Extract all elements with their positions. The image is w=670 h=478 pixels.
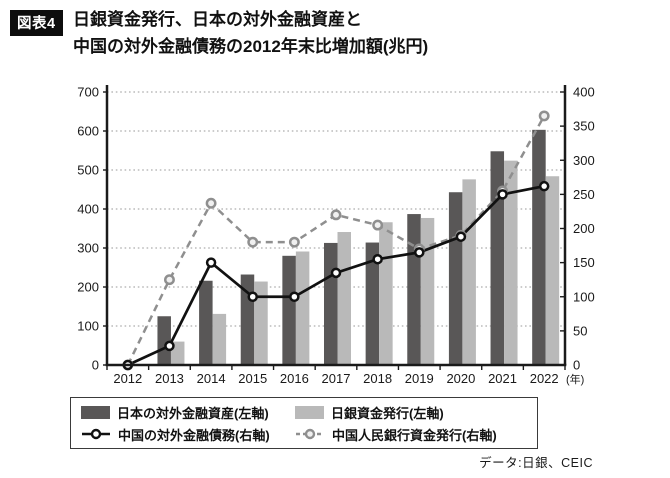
chart-plot: 0 100 200 300 400 500 600 700 0 50 100 150 200 250 300…	[77, 85, 595, 387]
marker-black-2013	[164, 340, 175, 352]
x-axis-year-label: 2022	[530, 371, 559, 386]
bar-light-2021	[504, 160, 518, 365]
x-axis-year-label: 2020	[446, 371, 475, 386]
figure-number-badge: 図表4	[10, 10, 63, 36]
right-axis-tick-label: 300	[573, 153, 595, 168]
right-axis-tick-label: 400	[573, 85, 595, 100]
x-axis-year-label: 2018	[363, 371, 392, 386]
marker-black-2022	[538, 180, 550, 192]
marker-black-2021	[497, 189, 508, 200]
bar-light-2014	[212, 313, 227, 365]
marker-black-2020	[455, 231, 467, 242]
right-axis-tick-label: 50	[573, 323, 587, 338]
right-axis-tick-label: 350	[573, 119, 595, 134]
legend-item-pboc-money-issuance: 中国人民銀行資金発行(右軸)	[295, 425, 531, 444]
marker-black-2019	[414, 247, 425, 258]
x-axis-year-label: 2019	[405, 371, 434, 386]
right-axis-tick-label: 150	[573, 255, 595, 270]
bar-dark-2013	[157, 316, 171, 365]
marker-black-2015	[247, 291, 258, 302]
bar-light-2015	[254, 281, 268, 365]
x-axis-year-label: 2017	[322, 371, 351, 386]
right-axis-tick-label: 0	[573, 358, 580, 373]
bar-light-2017	[337, 232, 351, 365]
data-source-note: データ:日銀、CEIC	[479, 456, 593, 470]
marker-gray-2014	[205, 197, 217, 209]
legend-label: 日本の対外金融資産(左軸)	[117, 405, 269, 421]
marker-gray-2016	[288, 236, 300, 248]
bar-dark-2022	[532, 129, 546, 365]
chart-title: 日銀資金発行、日本の対外金融資産と 中国の対外金融債務の2012年末比増加額(兆…	[73, 6, 428, 60]
bar-dark-2017	[324, 242, 338, 365]
x-axis-year-label: 2016	[280, 371, 309, 386]
x-axis-unit-label: (年)	[566, 372, 584, 386]
bar-light-2019	[420, 217, 435, 365]
left-axis-tick-label: 400	[77, 202, 99, 217]
marker-black-2018	[372, 253, 383, 265]
legend-item-japan-foreign-assets: 日本の対外金融資産(左軸)	[81, 403, 295, 422]
light-bar-swatch-icon	[295, 405, 324, 419]
legend-item-boj-money-issuance: 日銀資金発行(左軸)	[295, 403, 531, 422]
bar-light-2020	[462, 179, 476, 365]
left-axis-tick-label: 0	[92, 358, 99, 373]
dashed-line-marker-swatch-icon	[296, 428, 324, 440]
left-axis-tick-label: 600	[77, 124, 99, 139]
left-axis-tick-label: 700	[77, 85, 99, 100]
solid-line-marker-swatch-icon	[82, 428, 110, 440]
marker-gray-2017	[330, 209, 342, 221]
marker-gray-2013	[164, 274, 175, 286]
dark-bar-swatch-icon	[81, 405, 110, 419]
bar-dark-2020	[448, 192, 463, 365]
bar-light-2018	[379, 222, 393, 365]
legend-label: 日銀資金発行(左軸)	[331, 405, 444, 421]
bar-light-2016	[295, 251, 310, 365]
marker-black-2017	[330, 267, 342, 279]
legend-item-china-foreign-liabilities: 中国の対外金融債務(右軸)	[81, 425, 295, 444]
marker-black-2014	[205, 257, 217, 268]
chart-title-line1: 日銀資金発行、日本の対外金融資産と	[73, 10, 362, 29]
left-axis-tick-label: 500	[77, 163, 99, 178]
bar-dark-2019	[407, 214, 421, 365]
marker-black-2016	[289, 291, 300, 302]
left-axis-tick-label: 200	[77, 280, 99, 295]
x-axis-year-label: 2014	[197, 371, 226, 386]
bar-dark-2014	[199, 280, 213, 365]
x-axis-year-label: 2015	[238, 371, 267, 386]
legend: 日本の対外金融資産(左軸) 日銀資金発行(左軸) 中国の対外金融債務(右軸) 中…	[70, 397, 538, 449]
bar-dark-2021	[490, 151, 505, 365]
marker-gray-2015	[247, 236, 259, 248]
bar-dark-2018	[365, 242, 380, 365]
x-axis-year-label: 2012	[113, 371, 142, 386]
right-axis-tick-label: 250	[573, 187, 595, 202]
bar-dark-2016	[282, 255, 296, 365]
bar-light-2022	[545, 176, 560, 365]
legend-label: 中国の対外金融債務(右軸)	[118, 427, 270, 443]
left-axis-tick-label: 100	[77, 319, 99, 334]
marker-gray-2018	[372, 219, 384, 231]
chart-title-line2: 中国の対外金融債務の2012年末比増加額(兆円)	[73, 37, 429, 56]
marker-gray-2022	[538, 110, 550, 122]
x-axis-year-label: 2013	[155, 371, 184, 386]
left-axis-tick-label: 300	[77, 241, 99, 256]
legend-label: 中国人民銀行資金発行(右軸)	[332, 427, 497, 443]
right-axis-tick-label: 200	[573, 221, 595, 236]
right-axis-tick-label: 100	[573, 289, 595, 304]
x-axis-year-label: 2021	[488, 371, 517, 386]
